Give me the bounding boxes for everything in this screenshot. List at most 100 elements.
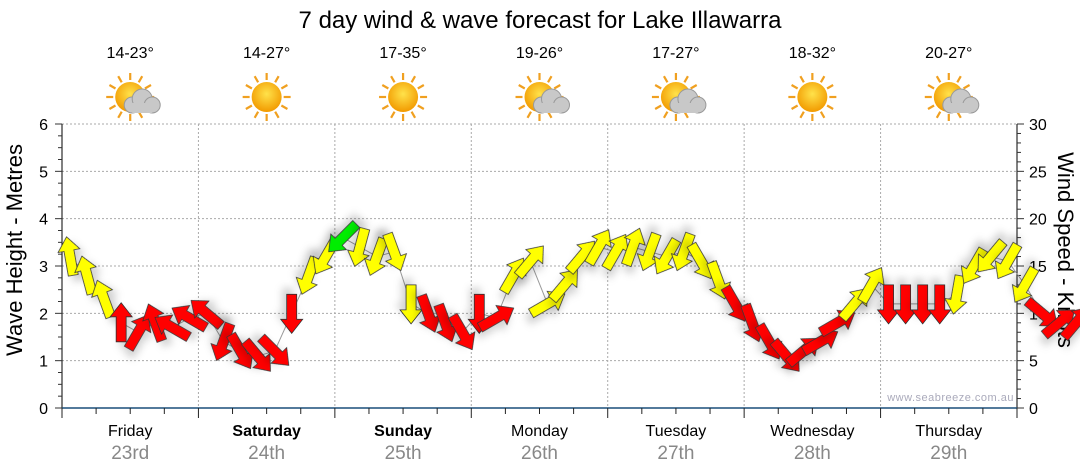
wind-arrow <box>240 337 271 372</box>
sun-ray <box>280 84 288 90</box>
wind-arrow <box>190 300 225 330</box>
sun-ray <box>117 75 123 83</box>
sun-disc <box>797 82 828 112</box>
wind-arrow <box>653 237 682 275</box>
wind-arrow <box>210 321 236 362</box>
sun-ray <box>117 111 123 119</box>
sun-ray <box>927 84 935 90</box>
sun-ray <box>927 104 935 110</box>
date-label: 29th <box>930 443 967 464</box>
sun-disc <box>251 82 282 112</box>
wind-arrow <box>1023 296 1058 327</box>
sun-ray <box>547 75 553 83</box>
daily-weather: 14-23° 14-27° 17-35° 19-26° 17-27° 18-32° 20-2… <box>106 45 980 121</box>
sun-ray <box>654 104 662 110</box>
sun-ray <box>799 111 805 119</box>
sun-ray <box>518 84 526 90</box>
wind-arrow <box>994 241 1023 280</box>
partly-cloudy-icon <box>106 73 161 121</box>
sun-ray <box>935 75 942 83</box>
sun-ray <box>518 104 526 110</box>
day-temperature-range: 17-35° <box>379 45 426 62</box>
date-label: 23rd <box>111 443 149 464</box>
day-label: Sunday <box>374 423 432 440</box>
wind-arrow <box>363 236 389 276</box>
sun-ray <box>962 84 971 90</box>
wind-arrows <box>57 220 1080 372</box>
wind-arrow <box>513 245 544 280</box>
wind-arrow <box>1059 306 1080 342</box>
right-tick-label: 25 <box>1029 164 1047 181</box>
sun-ray <box>819 75 826 83</box>
sun-ray <box>390 111 396 119</box>
cloud-shape <box>123 88 161 114</box>
wind-arrow <box>927 284 952 325</box>
sun-ray <box>690 84 698 90</box>
watermark: www.seabreeze.com.au <box>886 392 1014 404</box>
date-label: 28th <box>794 443 831 464</box>
cloud-base <box>677 103 698 113</box>
right-tick-label: 5 <box>1029 354 1038 371</box>
sun-ray <box>526 111 532 119</box>
sun-ray <box>245 104 253 110</box>
partly-cloudy-icon <box>515 73 570 121</box>
sun-ray <box>526 75 532 83</box>
sun-ray <box>935 111 942 119</box>
wind-arrow <box>547 269 578 304</box>
sun-ray <box>253 111 260 119</box>
sun-ray <box>417 84 425 90</box>
sun-ray <box>381 104 389 110</box>
sun-ray <box>553 84 561 90</box>
wind-arrow <box>977 238 1008 273</box>
sun-ray <box>662 75 669 83</box>
cloud-base <box>950 103 971 113</box>
wind-arrow <box>154 314 192 342</box>
wind-arrow <box>74 255 98 296</box>
sun-ray <box>799 75 805 83</box>
wind-arrow <box>621 227 646 268</box>
day-label: Saturday <box>232 423 301 440</box>
left-axis-label: Wave Height - Metres <box>2 144 27 356</box>
cloud-shape <box>942 88 980 114</box>
sun-ray <box>410 75 417 83</box>
wind-arrow <box>1011 265 1040 303</box>
wind-arrow <box>399 284 423 325</box>
grid <box>62 123 1017 408</box>
sun-ray <box>791 84 799 90</box>
sun-ray <box>390 75 396 83</box>
day-label: Tuesday <box>646 423 707 440</box>
wind-arrow <box>257 333 290 366</box>
wind-arrow <box>171 305 209 333</box>
chart-title: 7 day wind & wave forecast for Lake Illa… <box>299 7 783 34</box>
cloud-base <box>132 103 153 113</box>
sun-ray <box>826 104 834 110</box>
date-label: 27th <box>657 443 694 464</box>
day-temperature-range: 18-32° <box>789 45 836 62</box>
wind-arrow <box>720 284 749 322</box>
wind-arrow <box>57 236 81 277</box>
day-temperature-range: 17-27° <box>652 45 699 62</box>
wind-arrow <box>279 293 304 334</box>
partly-cloudy-icon <box>924 73 980 121</box>
wind-arrow <box>476 305 515 333</box>
day-temperature-range: 20-27° <box>925 45 972 62</box>
sun-ray <box>274 111 280 119</box>
left-tick-label: 6 <box>39 117 48 134</box>
sun-ray <box>108 104 117 110</box>
left-tick-label: 2 <box>39 306 48 323</box>
left-tick-label: 0 <box>39 401 48 418</box>
sun-ray <box>683 75 689 83</box>
sun-ray <box>826 84 834 90</box>
sun-ray <box>819 111 826 119</box>
left-tick-label: 5 <box>39 164 48 181</box>
cloud-shape <box>669 88 707 114</box>
date-label: 24th <box>248 443 285 464</box>
date-label: 26th <box>521 443 558 464</box>
right-tick-label: 20 <box>1029 212 1047 229</box>
wind-arrow <box>382 231 408 272</box>
sunny-icon <box>242 73 291 121</box>
sun-ray <box>137 75 144 83</box>
wind-arrow <box>584 229 612 267</box>
date-label: 25th <box>385 443 422 464</box>
wind-arrow <box>142 303 167 343</box>
